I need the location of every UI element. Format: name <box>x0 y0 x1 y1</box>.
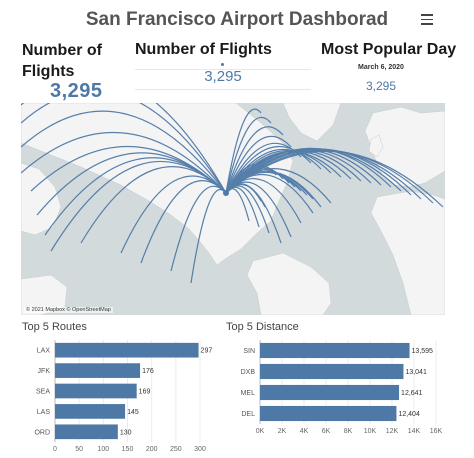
x-tick-label: 6K <box>322 428 331 435</box>
category-label: DXB <box>241 369 256 376</box>
flight-route-arc <box>225 148 422 200</box>
category-label: DEL <box>241 411 255 418</box>
x-tick-label: 0K <box>256 428 265 435</box>
category-label: ORD <box>34 429 50 436</box>
x-tick-label: 100 <box>97 446 109 453</box>
bar-sea[interactable] <box>55 383 137 399</box>
bar-value-label: 13,041 <box>405 369 427 376</box>
category-label: LAS <box>37 409 51 416</box>
top-routes-svg: 0 50 100 150 200 250 300 LAX 297 JFK 176 SEA 169 LAS 1… <box>34 340 213 453</box>
bar-dxb[interactable] <box>260 363 404 380</box>
world-map <box>21 103 445 315</box>
kpi-flights-value: 3,295 <box>50 80 103 102</box>
flight-route-arc <box>21 110 227 194</box>
kpi-popular-day-value: 3,295 <box>365 79 397 93</box>
x-tick-label: 0 <box>53 446 57 453</box>
bar-value-label: 12,404 <box>398 411 420 418</box>
flight-route-arc <box>80 166 227 244</box>
x-tick-label: 10K <box>364 428 377 435</box>
x-tick-label: 16K <box>430 428 443 435</box>
x-tick-label: 12K <box>386 428 399 435</box>
flight-route-arc <box>225 108 262 194</box>
sfo-origin-marker <box>223 190 229 196</box>
uk-landmass <box>368 134 384 158</box>
bar-ord[interactable] <box>55 424 118 440</box>
kpi-flights-label: Number of Flights <box>22 42 102 80</box>
x-tick-label: 50 <box>75 446 83 453</box>
bar-value-label: 176 <box>142 368 154 375</box>
category-label: MEL <box>241 390 256 397</box>
x-tick-label: 14K <box>408 428 421 435</box>
flight-route-arc <box>225 150 332 194</box>
category-label: JFK <box>38 368 51 375</box>
bar-value-label: 130 <box>120 429 132 436</box>
kpi-flights-value-2: 3,295 <box>204 68 242 85</box>
x-tick-label: 300 <box>194 446 206 453</box>
hamburger-menu-icon[interactable] <box>421 14 433 25</box>
kpi-popular-day-date: March 6, 2020 <box>358 64 404 71</box>
category-label: SEA <box>36 389 50 396</box>
flight-route-arc <box>140 180 227 264</box>
x-tick-label: 200 <box>146 446 158 453</box>
bar-lax[interactable] <box>55 342 199 358</box>
page-title: San Francisco Airport Dashborad <box>85 9 389 30</box>
bar-mel[interactable] <box>260 384 400 401</box>
bar-jfk[interactable] <box>55 363 141 378</box>
flight-route-arc <box>21 131 227 194</box>
south-america-landmass <box>246 252 332 315</box>
category-label: SIN <box>243 348 255 355</box>
kpi-popular-day-label: Most Popular Day <box>321 41 457 58</box>
top-distance-title: Top 5 Distance <box>226 321 299 333</box>
flight-routes-map[interactable]: © 2021 Mapbox © OpenStreetMap <box>21 103 445 315</box>
flight-route-arc <box>225 183 266 208</box>
kpi-flights-label-2: Number of Flights <box>135 41 272 58</box>
bar-las[interactable] <box>55 404 126 419</box>
flight-route-arc <box>21 103 227 194</box>
x-tick-label: 4K <box>300 428 309 435</box>
x-tick-label: 8K <box>344 428 353 435</box>
flight-routes <box>21 103 444 284</box>
x-tick-label: 2K <box>278 428 287 435</box>
top-routes-title: Top 5 Routes <box>22 321 87 333</box>
bar-value-label: 13,595 <box>412 348 434 355</box>
x-tick-label: 150 <box>122 446 134 453</box>
flight-route-arc <box>225 135 292 194</box>
bar-value-label: 297 <box>201 348 213 355</box>
bar-value-label: 145 <box>127 409 139 416</box>
greenland-landmass <box>282 103 342 142</box>
africa-landmass <box>370 190 445 315</box>
asia-landmass <box>21 162 62 236</box>
flight-route-arc <box>170 185 227 272</box>
bar-del[interactable] <box>260 405 397 422</box>
category-label: LAX <box>37 348 51 355</box>
bar-sin[interactable] <box>260 342 410 359</box>
x-tick-label: 250 <box>170 446 182 453</box>
top-distance-svg: 0K 2K 4K 6K 8K 10K 12K 14K 16K SIN 13,595 DXB 13,041… <box>241 340 443 435</box>
flight-route-arc <box>225 116 272 194</box>
bar-value-label: 12,641 <box>401 390 423 397</box>
kpi-divider <box>135 69 311 70</box>
flight-route-arc <box>225 126 284 194</box>
flight-route-arc <box>21 103 227 194</box>
map-attribution: © 2021 Mapbox © OpenStreetMap <box>24 307 113 313</box>
bar-value-label: 169 <box>139 389 151 396</box>
kpi-marker-dot <box>221 63 224 66</box>
flight-route-arc <box>190 188 227 284</box>
kpi-divider <box>135 89 311 90</box>
